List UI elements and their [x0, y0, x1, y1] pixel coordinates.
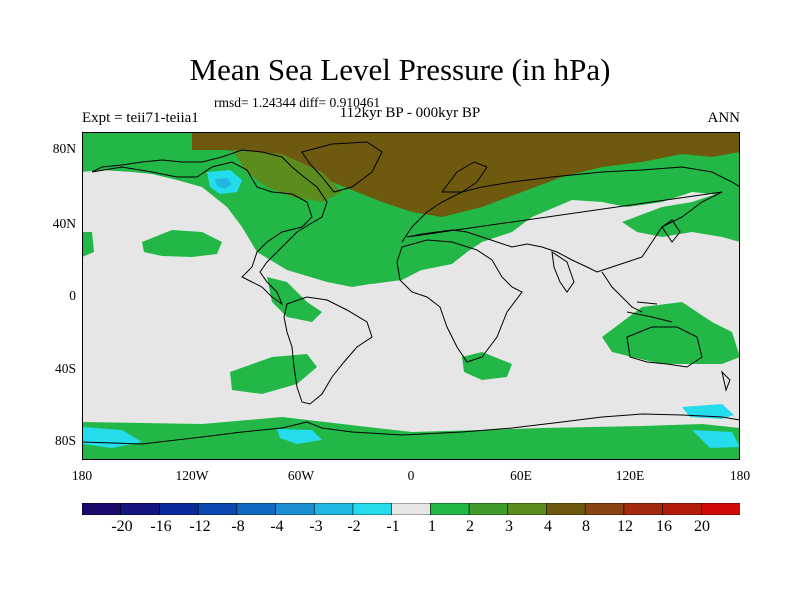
plot-title: Mean Sea Level Pressure (in hPa): [189, 52, 611, 87]
pressure-map: [82, 132, 740, 460]
experiment-label: Expt = teii71-teiia1: [82, 110, 199, 126]
lon-label-120e: 120E: [615, 468, 645, 483]
colorbar-label: 1: [428, 518, 436, 535]
colorbar-swatch: [623, 503, 664, 515]
coast-africa: [396, 239, 523, 363]
colorbar-swatch: [82, 503, 122, 515]
lat-label-40n: 40N: [52, 216, 76, 231]
colorbar-swatch: [120, 503, 161, 515]
colorbar-swatch: [352, 503, 393, 515]
coast-se-asia: [601, 271, 673, 323]
lon-label-60w: 60W: [287, 468, 315, 483]
coast-japan: [661, 219, 681, 243]
lat-label-80s: 80S: [54, 433, 76, 448]
stats-text: rmsd= 1.24344 diff= 0.910461: [214, 95, 381, 110]
colorbar-label: 4: [544, 518, 552, 535]
colorbar-swatch: [584, 503, 625, 515]
colorbar-label: -3: [309, 518, 323, 535]
anomaly-west-pacific-edge: [82, 232, 94, 257]
lat-label-80n: 80N: [52, 141, 76, 156]
colorbar-label: 3: [505, 518, 513, 535]
anomaly-antarctic-low-2: [277, 429, 322, 444]
colorbar-label: 16: [656, 518, 672, 535]
colorbar-swatch: [546, 503, 586, 515]
colorbar-swatch: [700, 503, 740, 515]
anomaly-greenland-high: [232, 150, 342, 202]
coast-new-zealand: [721, 370, 731, 392]
colorbar-swatch: [507, 503, 548, 515]
anomaly-west-pacific: [622, 187, 740, 242]
lon-label-180e: 180: [729, 468, 751, 483]
coast-north-america: [91, 149, 328, 306]
coast-south-america: [283, 296, 373, 405]
lon-label-120w: 120W: [175, 468, 209, 483]
anomaly-east-pacific: [267, 277, 322, 322]
lon-label-60e: 60E: [510, 468, 532, 483]
coastlines: [82, 141, 740, 445]
anomaly-australia: [602, 302, 740, 364]
anomaly-antarctic-low-4: [692, 430, 740, 448]
lat-label-40s: 40S: [54, 361, 76, 376]
coast-india: [551, 250, 575, 293]
anomaly-antarctic-green: [82, 417, 740, 460]
colorbar-swatch: [313, 503, 354, 515]
colorbar-swatch: [391, 503, 432, 515]
colorbar-swatch: [662, 503, 703, 515]
lon-label-0: 0: [407, 468, 415, 483]
season-label: ANN: [707, 110, 741, 126]
anomaly-south-pacific: [230, 354, 317, 394]
colorbar-label: 12: [617, 518, 633, 535]
colorbar-swatch: [275, 503, 316, 515]
anomaly-canada-low-core: [215, 178, 232, 189]
colorbar-label: 20: [694, 518, 710, 535]
colorbar-label: -16: [150, 518, 172, 535]
colorbar-swatch: [468, 503, 509, 515]
colorbar-label: -8: [231, 518, 245, 535]
colorbar-swatch: [197, 503, 238, 515]
colorbar-label: 8: [582, 518, 590, 535]
colorbar-label: -2: [347, 518, 361, 535]
colorbar-label: -12: [189, 518, 211, 535]
colorbar: [82, 503, 740, 515]
anomaly-arctic-high: [192, 132, 740, 217]
colorbar-label: -1: [386, 518, 400, 535]
lat-label-0: 0: [69, 288, 76, 303]
coast-greenland: [301, 141, 383, 193]
colorbar-label: -4: [270, 518, 284, 535]
colorbar-label: -20: [111, 518, 133, 535]
colorbar-label: 2: [466, 518, 474, 535]
coast-scandinavia: [441, 161, 488, 193]
coast-europe-asia: [401, 166, 740, 273]
anomaly-atlantic: [272, 217, 432, 284]
colorbar-swatch: [430, 503, 470, 515]
lon-label-180w: 180: [71, 468, 93, 483]
subtitle: 112kyr BP - 000kyr BP: [339, 105, 481, 121]
colorbar-swatch: [236, 503, 277, 515]
colorbar-swatch: [159, 503, 199, 515]
anomaly-north-pacific: [142, 230, 222, 257]
coast-australia: [626, 326, 703, 368]
coast-antarctica: [82, 413, 740, 445]
